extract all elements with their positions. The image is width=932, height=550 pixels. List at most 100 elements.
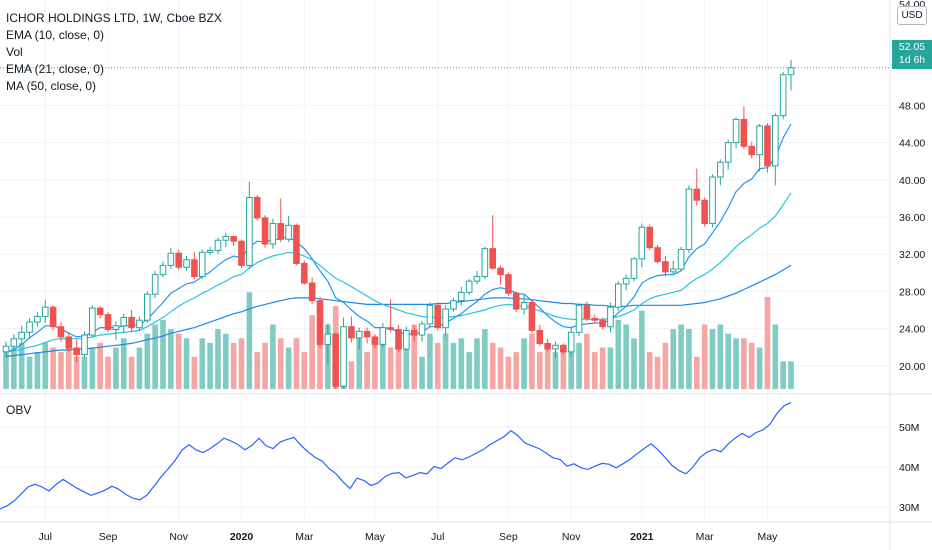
ma50-line [5,264,792,358]
price-tick-label: 36.00 [899,212,925,224]
candle-body [285,224,292,240]
candle-body [772,115,779,167]
candle-body [206,249,214,253]
candle-body [128,316,135,329]
candle-body [355,330,363,339]
candle-body [544,342,551,350]
obv-legend[interactable]: OBV [6,403,32,417]
volume-bar [293,338,300,389]
volume-bar [623,324,629,389]
volume-bar [128,356,135,389]
volume-bar [183,338,190,389]
volume-bar [482,329,488,389]
volume-bar [81,356,88,389]
candle-body [230,236,237,242]
candle-body [167,252,175,266]
candle-body [159,264,167,276]
time-tick-label: Sep [99,531,118,543]
price-tick-label: 20.00 [899,361,925,373]
candle-body [599,319,606,328]
candle-body [104,314,112,330]
price-tick-label: 24.00 [899,324,925,336]
price-tick-label: 44.00 [899,138,925,150]
price-tick-label: 40.00 [899,175,925,187]
candle-body [410,329,418,336]
volume-bar [387,347,394,389]
candle-body [693,188,701,201]
volume-bar [670,329,677,389]
volume-bars [3,292,794,389]
candle-body [57,326,65,338]
volume-bar [639,310,645,389]
volume-bar [474,338,480,389]
candle-body [136,319,143,329]
volume-bar [160,319,166,389]
time-tick-label: Mar [295,531,314,543]
symbol-title[interactable]: ICHOR HOLDINGS LTD, 1W, Cboe BZX [6,11,222,25]
volume-bar [207,342,213,389]
last-price-tag: 52.05 1d 6h [892,40,932,69]
volume-bar [686,329,692,389]
candle-body [732,118,740,144]
candle-body [261,217,269,245]
volume-bar [442,333,449,389]
candle-body [371,336,379,345]
candle-body [151,274,159,295]
candle-body [324,333,332,345]
volume-bar [58,352,64,389]
volume-bar [3,347,9,389]
candle-body [615,283,622,308]
volume-bar [254,352,260,389]
volume-bar [662,342,669,389]
volume-bar [230,342,237,389]
volume-bar [105,356,111,389]
legend-vol[interactable]: Vol [6,45,23,59]
candle-body [512,292,520,310]
candle-body [308,282,316,302]
candle-body [740,118,748,147]
volume-bar [223,333,229,389]
candle-body [552,344,559,350]
volume-bar [66,338,72,389]
volume-bar [411,324,417,389]
volume-bar [427,333,433,389]
volume-bar [11,347,17,389]
volume-bar [701,324,708,389]
candle-body [442,308,449,329]
volume-bar [764,296,771,389]
time-tick-label: 2021 [630,531,654,543]
candle-body [701,199,708,225]
time-tick-label: Mar [696,531,715,543]
volume-bar [552,352,559,389]
candle-body [246,196,253,266]
candle-body [222,236,230,241]
currency-button[interactable]: USD [897,6,927,25]
legend-ma50[interactable]: MA (50, close, 0) [6,79,97,93]
price-axis: 20.00 24.00 28.00 32.00 36.00 40.00 44.00 48.00… [899,0,925,373]
candle-body [497,267,504,276]
volume-bar [529,333,535,389]
volume-bar [277,338,284,389]
candle-body [183,259,190,268]
candle-body [662,261,669,273]
volume-bar [97,342,103,389]
time-tick-label: May [758,531,779,543]
candle-body [112,325,120,330]
legend-ema10[interactable]: EMA (10, close, 0) [6,28,105,42]
volume-bar [584,333,590,389]
volume-bar [709,329,716,389]
candle-body [575,304,583,333]
volume-bar [364,352,370,389]
legend-ema21[interactable]: EMA (21, close, 0) [6,62,105,76]
volume-bar [505,356,512,389]
candle-body [120,316,128,327]
candle-body [450,300,457,310]
candle-body [473,276,481,282]
candle-body [724,142,732,163]
volume-bar [317,338,323,389]
candle-body [520,302,528,310]
volume-bar [748,342,755,389]
candle-body [191,259,198,278]
volume-bar [521,338,527,389]
